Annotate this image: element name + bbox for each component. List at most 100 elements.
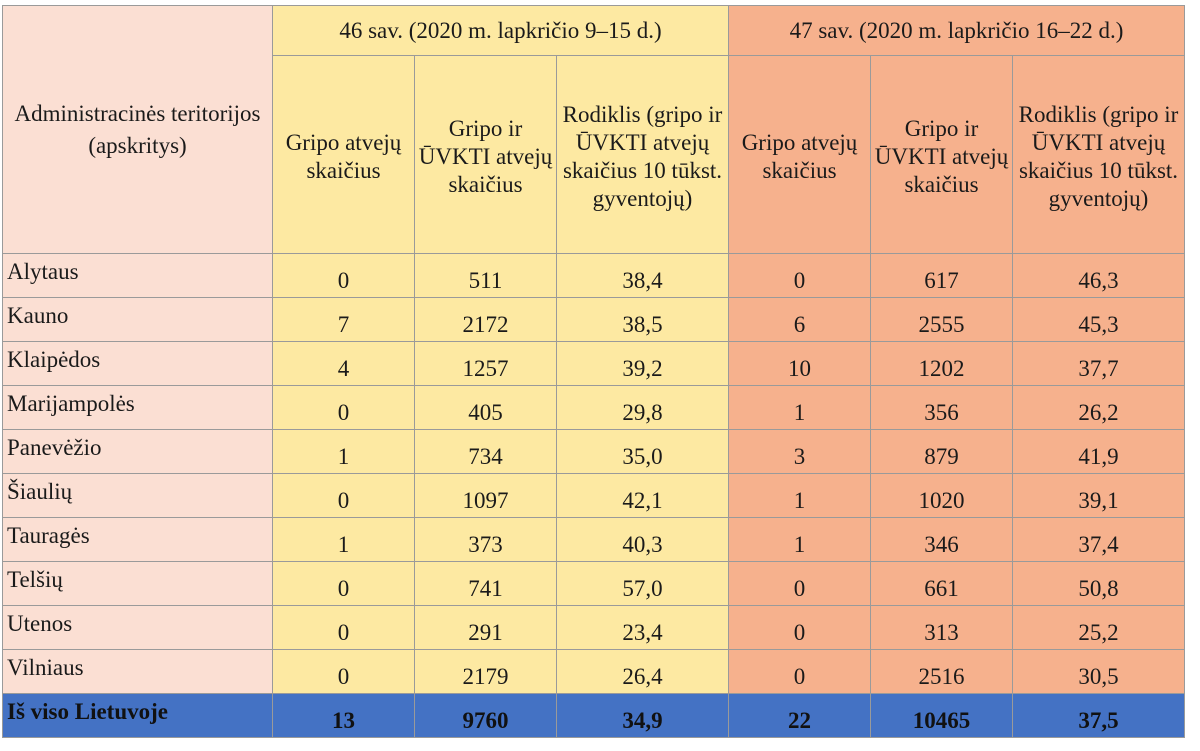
total-w46-flu: 13: [272, 693, 415, 738]
header-w47-flu-ari: Gripo ir ŪVKTI atvejų skaičius: [870, 55, 1013, 254]
header-w46-flu-ari: Gripo ir ŪVKTI atvejų skaičius: [414, 55, 557, 254]
region-name: Klaipėdos: [2, 341, 273, 386]
w47-flu-ari-cell: 1020: [870, 473, 1013, 518]
w46-flu-cell: 1: [272, 429, 415, 474]
region-name: Utenos: [2, 605, 273, 650]
table-row: Telšių 0 741 57,0 0 661 50,8: [2, 561, 1185, 606]
w47-flu-cell: 0: [728, 561, 871, 606]
total-w46-flu-ari: 9760: [414, 693, 557, 738]
w46-flu-ari-cell: 291: [414, 605, 557, 650]
table-row: Panevėžio 1 734 35,0 3 879 41,9: [2, 429, 1185, 474]
w47-flu-ari-cell: 2516: [870, 649, 1013, 694]
total-w47-rate: 37,5: [1012, 693, 1185, 738]
region-name: Marijampolės: [2, 385, 273, 430]
w47-flu-ari-cell: 313: [870, 605, 1013, 650]
w46-flu-ari-cell: 2172: [414, 297, 557, 342]
header-row-sub: Gripo atvejų skaičius Gripo ir ŪVKTI atv…: [3, 55, 1185, 254]
w47-flu-cell: 3: [728, 429, 871, 474]
table-row: Tauragės 1 373 40,3 1 346 37,4: [2, 517, 1185, 562]
w47-flu-ari-cell: 617: [870, 253, 1013, 298]
w47-rate-cell: 50,8: [1012, 561, 1185, 606]
w46-rate-cell: 40,3: [556, 517, 729, 562]
w47-rate-cell: 45,3: [1012, 297, 1185, 342]
table-row: Šiaulių 0 1097 42,1 1 1020 39,1: [2, 473, 1185, 518]
w46-flu-ari-cell: 1257: [414, 341, 557, 386]
table-body: Alytaus 0 511 38,4 0 617 46,3 Kauno 7 2172 38,5 6 25…: [2, 253, 1185, 694]
header-w47-rate: Rodiklis (gripo ir ŪVKTI atvejų skaičius…: [1012, 55, 1185, 254]
w46-rate-cell: 39,2: [556, 341, 729, 386]
table-row: Vilniaus 0 2179 26,4 0 2516 30,5: [2, 649, 1185, 694]
w47-rate-cell: 37,7: [1012, 341, 1185, 386]
w46-flu-ari-cell: 1097: [414, 473, 557, 518]
w46-flu-ari-cell: 373: [414, 517, 557, 562]
w47-rate-cell: 46,3: [1012, 253, 1185, 298]
w46-rate-cell: 23,4: [556, 605, 729, 650]
total-w47-flu-ari: 10465: [870, 693, 1013, 738]
w47-flu-cell: 0: [728, 253, 871, 298]
w47-flu-cell: 0: [728, 649, 871, 694]
region-name: Tauragės: [2, 517, 273, 562]
header-row-weeks: Administracinės teritorijos (apskritys) …: [2, 5, 1185, 254]
w46-flu-ari-cell: 741: [414, 561, 557, 606]
w46-rate-cell: 29,8: [556, 385, 729, 430]
region-name: Alytaus: [2, 253, 273, 298]
w47-rate-cell: 41,9: [1012, 429, 1185, 474]
w47-flu-cell: 10: [728, 341, 871, 386]
w46-rate-cell: 26,4: [556, 649, 729, 694]
w47-rate-cell: 26,2: [1012, 385, 1185, 430]
region-name: Kauno: [2, 297, 273, 342]
w47-flu-ari-cell: 346: [870, 517, 1013, 562]
table-row: Utenos 0 291 23,4 0 313 25,2: [2, 605, 1185, 650]
table-row: Alytaus 0 511 38,4 0 617 46,3: [2, 253, 1185, 298]
w47-flu-cell: 0: [728, 605, 871, 650]
w46-rate-cell: 38,5: [556, 297, 729, 342]
w46-flu-cell: 0: [272, 473, 415, 518]
region-name: Panevėžio: [2, 429, 273, 474]
header-w46-rate: Rodiklis (gripo ir ŪVKTI atvejų skaičius…: [556, 55, 729, 254]
header-week46: 46 sav. (2020 m. lapkričio 9–15 d.): [272, 5, 729, 56]
table-row: Klaipėdos 4 1257 39,2 10 1202 37,7: [2, 341, 1185, 386]
header-w47-flu: Gripo atvejų skaičius: [728, 55, 871, 254]
w46-rate-cell: 35,0: [556, 429, 729, 474]
header-w46-flu: Gripo atvejų skaičius: [272, 55, 415, 254]
w47-flu-cell: 1: [728, 385, 871, 430]
header-week47: 47 sav. (2020 m. lapkričio 16–22 d.): [728, 5, 1185, 56]
total-w46-rate: 34,9: [556, 693, 729, 738]
table-row: Marijampolės 0 405 29,8 1 356 26,2: [2, 385, 1185, 430]
w46-flu-cell: 0: [272, 605, 415, 650]
w46-flu-ari-cell: 405: [414, 385, 557, 430]
total-w47-flu: 22: [728, 693, 871, 738]
region-name: Telšių: [2, 561, 273, 606]
w47-flu-ari-cell: 1202: [870, 341, 1013, 386]
w47-flu-ari-cell: 661: [870, 561, 1013, 606]
w47-flu-cell: 1: [728, 473, 871, 518]
w47-rate-cell: 39,1: [1012, 473, 1185, 518]
w47-flu-ari-cell: 356: [870, 385, 1013, 430]
total-label: Iš viso Lietuvoje: [2, 693, 273, 738]
region-name: Šiaulių: [2, 473, 273, 518]
w46-flu-cell: 1: [272, 517, 415, 562]
w46-flu-cell: 7: [272, 297, 415, 342]
w47-flu-ari-cell: 2555: [870, 297, 1013, 342]
w47-flu-cell: 1: [728, 517, 871, 562]
w47-rate-cell: 37,4: [1012, 517, 1185, 562]
w46-flu-cell: 0: [272, 561, 415, 606]
w46-flu-cell: 0: [272, 385, 415, 430]
influenza-table: Administracinės teritorijos (apskritys) …: [2, 5, 1185, 738]
w46-rate-cell: 38,4: [556, 253, 729, 298]
table-row: Kauno 7 2172 38,5 6 2555 45,3: [2, 297, 1185, 342]
w47-rate-cell: 30,5: [1012, 649, 1185, 694]
w46-rate-cell: 57,0: [556, 561, 729, 606]
w46-flu-cell: 4: [272, 341, 415, 386]
w46-flu-ari-cell: 511: [414, 253, 557, 298]
w47-flu-ari-cell: 879: [870, 429, 1013, 474]
total-row: Iš viso Lietuvoje 13 9760 34,9 22 10465 …: [2, 693, 1185, 738]
w46-flu-ari-cell: 2179: [414, 649, 557, 694]
w46-flu-ari-cell: 734: [414, 429, 557, 474]
w46-rate-cell: 42,1: [556, 473, 729, 518]
w46-flu-cell: 0: [272, 649, 415, 694]
header-region: Administracinės teritorijos (apskritys): [2, 5, 273, 254]
w47-flu-cell: 6: [728, 297, 871, 342]
w47-rate-cell: 25,2: [1012, 605, 1185, 650]
